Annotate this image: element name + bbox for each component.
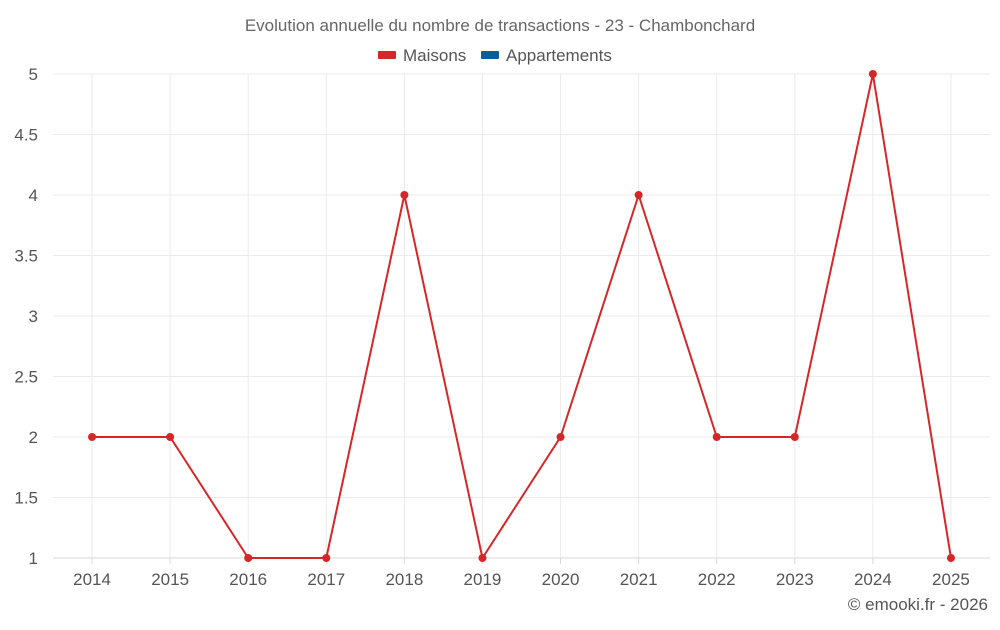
legend-swatch-appartements[interactable] xyxy=(481,51,499,59)
footer-credit: © emooki.fr - 2026 xyxy=(848,595,988,614)
x-tick-label: 2014 xyxy=(73,570,111,589)
data-point[interactable] xyxy=(166,433,175,441)
legend-swatch-maisons[interactable] xyxy=(378,51,396,59)
x-tick-label: 2022 xyxy=(698,570,736,589)
legend-label-appartements[interactable]: Appartements xyxy=(506,46,612,65)
data-point[interactable] xyxy=(868,70,877,78)
x-tick-label: 2023 xyxy=(776,570,814,589)
series-line-maisons xyxy=(92,73,952,559)
y-tick-label: 5 xyxy=(29,65,38,84)
data-point[interactable] xyxy=(634,191,643,199)
data-point[interactable] xyxy=(712,433,721,441)
x-tick-label: 2024 xyxy=(854,570,892,589)
data-point[interactable] xyxy=(400,191,409,199)
x-tick-label: 2020 xyxy=(542,570,580,589)
x-tick-label: 2015 xyxy=(151,570,189,589)
x-tick-label: 2017 xyxy=(307,570,345,589)
legend: Maisons Appartements xyxy=(378,46,612,65)
y-tick-label: 4.5 xyxy=(14,126,38,145)
y-tick-label: 2 xyxy=(29,428,38,447)
x-tick-label: 2016 xyxy=(229,570,267,589)
data-point[interactable] xyxy=(244,554,253,562)
y-tick-label: 1 xyxy=(29,549,38,568)
x-tick-label: 2019 xyxy=(464,570,502,589)
x-tick-label: 2018 xyxy=(385,570,423,589)
grid xyxy=(53,73,990,564)
data-point[interactable] xyxy=(946,554,955,562)
series xyxy=(88,70,955,562)
x-axis-ticks: 2014 2015 2016 2017 2018 2019 2020 2021 2022 2023… xyxy=(73,570,970,589)
y-tick-label: 3 xyxy=(29,307,38,326)
y-tick-label: 1.5 xyxy=(14,489,38,508)
data-point[interactable] xyxy=(478,554,487,562)
data-point[interactable] xyxy=(556,433,565,441)
chart-title: Evolution annuelle du nombre de transact… xyxy=(245,16,755,35)
legend-label-maisons[interactable]: Maisons xyxy=(403,46,466,65)
x-tick-label: 2021 xyxy=(620,570,658,589)
y-axis-ticks: 1 1.5 2 2.5 3 3.5 4 4.5 5 xyxy=(14,65,38,568)
y-tick-label: 3.5 xyxy=(14,247,38,266)
y-tick-label: 2.5 xyxy=(14,368,38,387)
x-tick-label: 2025 xyxy=(932,570,970,589)
data-point[interactable] xyxy=(88,433,97,441)
data-point[interactable] xyxy=(790,433,799,441)
y-tick-label: 4 xyxy=(29,186,38,205)
data-point[interactable] xyxy=(322,554,331,562)
